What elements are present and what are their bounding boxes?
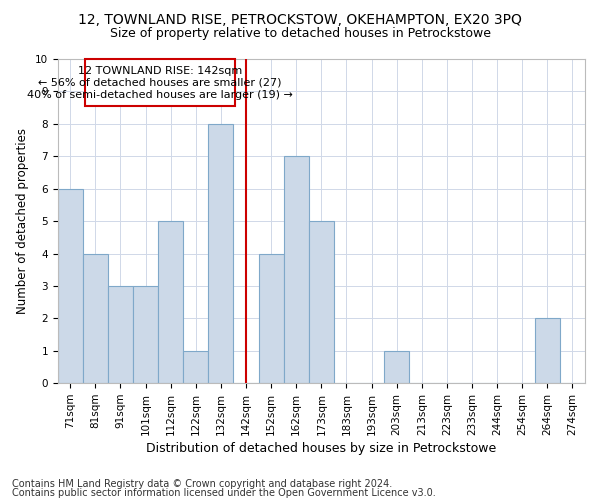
Bar [284,156,309,383]
Bar [158,221,183,383]
Bar [259,254,284,383]
Bar [133,286,158,383]
Text: Size of property relative to detached houses in Petrockstowe: Size of property relative to detached ho… [110,28,491,40]
Text: 12, TOWNLAND RISE, PETROCKSTOW, OKEHAMPTON, EX20 3PQ: 12, TOWNLAND RISE, PETROCKSTOW, OKEHAMPT… [78,12,522,26]
Text: 40% of semi-detached houses are larger (19) →: 40% of semi-detached houses are larger (… [27,90,293,101]
Bar [309,221,334,383]
Bar [535,318,560,383]
Y-axis label: Number of detached properties: Number of detached properties [16,128,29,314]
Bar [83,254,108,383]
Bar [208,124,233,383]
Bar [384,351,409,383]
Bar [85,59,235,106]
Text: 12 TOWNLAND RISE: 142sqm: 12 TOWNLAND RISE: 142sqm [78,66,242,76]
Bar [108,286,133,383]
Bar [183,351,208,383]
Text: Contains HM Land Registry data © Crown copyright and database right 2024.: Contains HM Land Registry data © Crown c… [12,479,392,489]
Text: Contains public sector information licensed under the Open Government Licence v3: Contains public sector information licen… [12,488,436,498]
Bar [58,188,83,383]
Text: ← 56% of detached houses are smaller (27): ← 56% of detached houses are smaller (27… [38,78,282,88]
X-axis label: Distribution of detached houses by size in Petrockstowe: Distribution of detached houses by size … [146,442,496,455]
